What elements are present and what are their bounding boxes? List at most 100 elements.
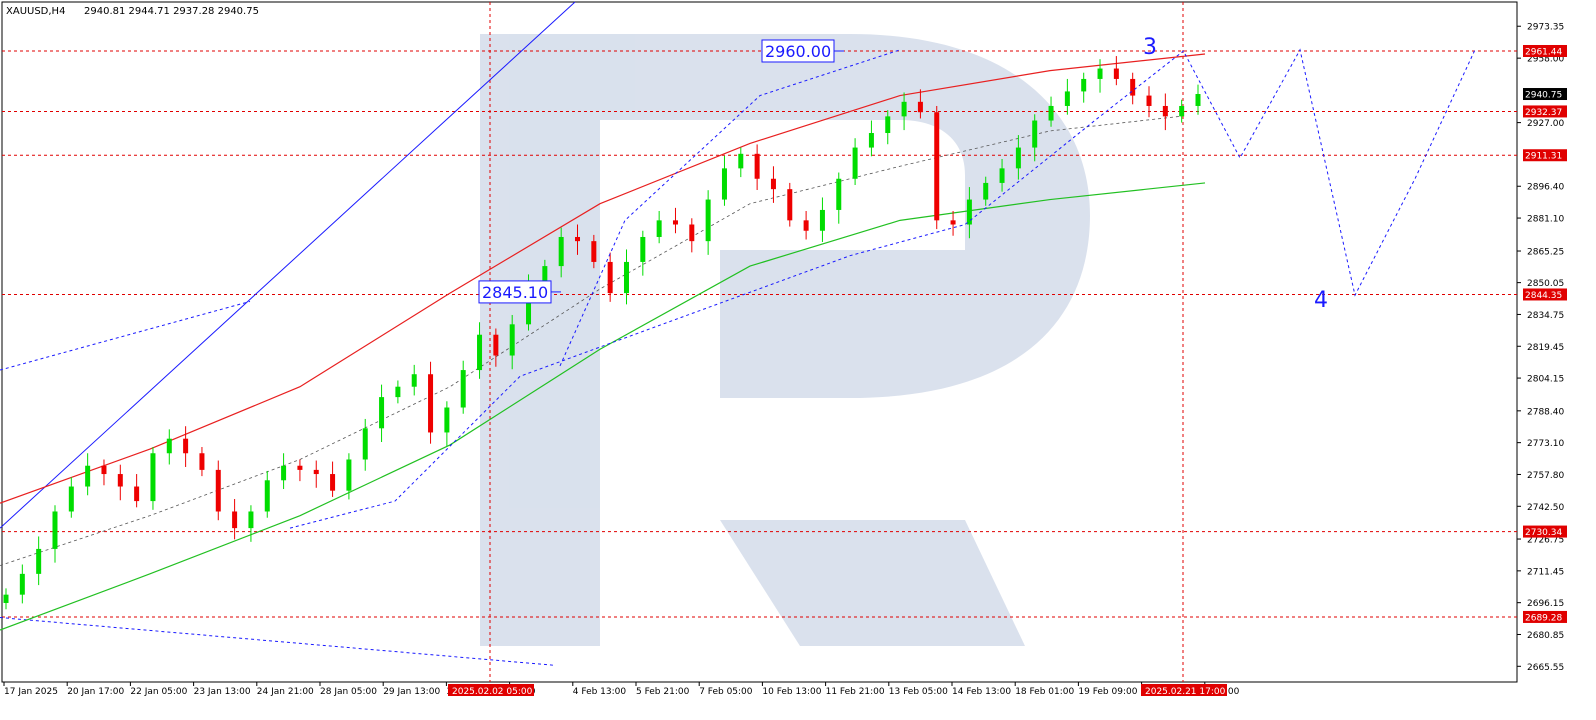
candle-body bbox=[966, 199, 972, 225]
x-tick-label: 22 Jan 05:00 bbox=[130, 687, 187, 697]
candle-body bbox=[52, 511, 58, 549]
x-tick-label: 10 Feb 13:00 bbox=[762, 687, 821, 697]
candle-body bbox=[362, 428, 368, 460]
candle-body bbox=[199, 453, 205, 470]
wave-support-line bbox=[289, 49, 1186, 529]
candle-body bbox=[803, 220, 809, 231]
forecast-path bbox=[1184, 48, 1476, 297]
y-tick-label: 2927.00 bbox=[1527, 119, 1564, 129]
symbol-label: XAUUSD,H4 bbox=[6, 6, 65, 17]
price-level-label: 2961.44 bbox=[1525, 47, 1562, 57]
candle-body bbox=[1146, 95, 1152, 106]
y-tick-label: 2757.80 bbox=[1527, 471, 1564, 481]
indicator-ema_slow bbox=[0, 182, 1206, 631]
candle-body bbox=[460, 370, 466, 408]
price-level-label: 2932.37 bbox=[1525, 108, 1562, 118]
candle-body bbox=[868, 133, 874, 148]
candle-body bbox=[770, 178, 776, 190]
price-level-tag bbox=[1523, 525, 1567, 538]
candle-body bbox=[1130, 78, 1136, 96]
candle-body bbox=[999, 168, 1005, 183]
y-tick-label: 2850.05 bbox=[1527, 279, 1564, 289]
y-tick-label: 2804.15 bbox=[1527, 375, 1564, 385]
candle-body bbox=[346, 459, 352, 491]
x-tick-label: 28 Jan 05:00 bbox=[320, 687, 377, 697]
x-tick-label: 11 Feb 21:00 bbox=[826, 687, 885, 697]
y-tick-label: 2973.35 bbox=[1527, 23, 1564, 33]
x-tick-label: 24 Jan 21:00 bbox=[257, 687, 314, 697]
candle-body bbox=[134, 486, 140, 502]
y-tick-label: 2788.40 bbox=[1527, 407, 1564, 417]
y-tick-label: 2881.10 bbox=[1527, 215, 1564, 225]
candle-body bbox=[1113, 68, 1119, 79]
y-tick-label: 2865.25 bbox=[1527, 248, 1564, 258]
candle-body bbox=[607, 261, 613, 294]
y-tick-label: 2834.75 bbox=[1527, 311, 1564, 321]
candle-body bbox=[85, 465, 91, 487]
ohlc-label: 2940.81 2944.71 2937.28 2940.75 bbox=[84, 6, 259, 17]
candle-body bbox=[1064, 91, 1070, 106]
x-tick-label: 7 Feb 05:00 bbox=[699, 687, 753, 697]
x-tick-label: 19 Feb 09:00 bbox=[1078, 687, 1137, 697]
target-high-label: 2960.00 bbox=[765, 42, 831, 61]
candle-body bbox=[1015, 147, 1021, 169]
candle-body bbox=[509, 324, 515, 356]
channel-line bbox=[0, 1, 576, 529]
x-tick-label: 5 Feb 21:00 bbox=[636, 687, 690, 697]
candle-body bbox=[917, 101, 923, 113]
candle-body bbox=[395, 386, 401, 398]
candle-body bbox=[738, 153, 744, 169]
price-level-label: 2689.28 bbox=[1525, 613, 1562, 623]
candle-body bbox=[983, 182, 989, 200]
candle-body bbox=[444, 407, 450, 433]
price-level-tag bbox=[1523, 288, 1567, 301]
candle-body bbox=[705, 199, 711, 242]
candle-body bbox=[1081, 78, 1087, 92]
price-level-tag bbox=[1523, 610, 1567, 623]
candle-body bbox=[232, 511, 238, 529]
y-tick-label: 2696.15 bbox=[1527, 599, 1564, 609]
y-tick-label: 2665.55 bbox=[1527, 663, 1564, 673]
y-tick-label: 2680.85 bbox=[1527, 631, 1564, 641]
candle-body bbox=[166, 438, 172, 454]
time-marker-label: 2025.02.02 05:00 bbox=[452, 687, 533, 697]
channel-line bbox=[0, 300, 251, 371]
y-tick-label: 2958.00 bbox=[1527, 55, 1564, 65]
price-level-tag bbox=[1523, 105, 1567, 118]
candle-body bbox=[672, 220, 678, 225]
candle-body bbox=[379, 397, 385, 429]
x-tick-label: 4 Feb 13:00 bbox=[573, 687, 627, 697]
price-level-tag bbox=[1523, 149, 1567, 162]
candle-body bbox=[721, 168, 727, 200]
candle-body bbox=[901, 101, 907, 117]
candle-body bbox=[1097, 68, 1103, 79]
candle-body bbox=[477, 334, 483, 371]
candle-body bbox=[248, 511, 254, 529]
candle-body bbox=[264, 480, 270, 512]
candle-body bbox=[885, 116, 891, 134]
candle-body bbox=[493, 334, 499, 356]
price-level-label: 2911.31 bbox=[1525, 152, 1562, 162]
price-level-label: 2730.34 bbox=[1525, 528, 1562, 538]
wave-3-label: 3 bbox=[1143, 35, 1157, 60]
x-tick-label: 20 Jan 17:00 bbox=[67, 687, 124, 697]
y-tick-label: 2819.45 bbox=[1527, 343, 1564, 353]
candle-body bbox=[1195, 94, 1201, 106]
candle-body bbox=[3, 594, 9, 603]
x-tick-label: 13 Feb 05:00 bbox=[889, 687, 948, 697]
candle-body bbox=[526, 286, 532, 325]
candle-body bbox=[836, 178, 842, 210]
y-tick-label: 2896.40 bbox=[1527, 183, 1564, 193]
candle-body bbox=[1162, 105, 1168, 117]
price-level-label: 2844.35 bbox=[1525, 291, 1562, 301]
y-tick-label: 2742.50 bbox=[1527, 503, 1564, 513]
x-tick-label: 29 Jan 13:00 bbox=[383, 687, 440, 697]
candle-body bbox=[689, 224, 695, 242]
candle-body bbox=[117, 474, 123, 487]
time-marker-label: 2025.02.21 17:00 bbox=[1145, 687, 1226, 697]
x-tick-label: 23 Jan 13:00 bbox=[194, 687, 251, 697]
price-level-tag bbox=[1523, 88, 1567, 101]
watermark-logo bbox=[480, 34, 1090, 646]
